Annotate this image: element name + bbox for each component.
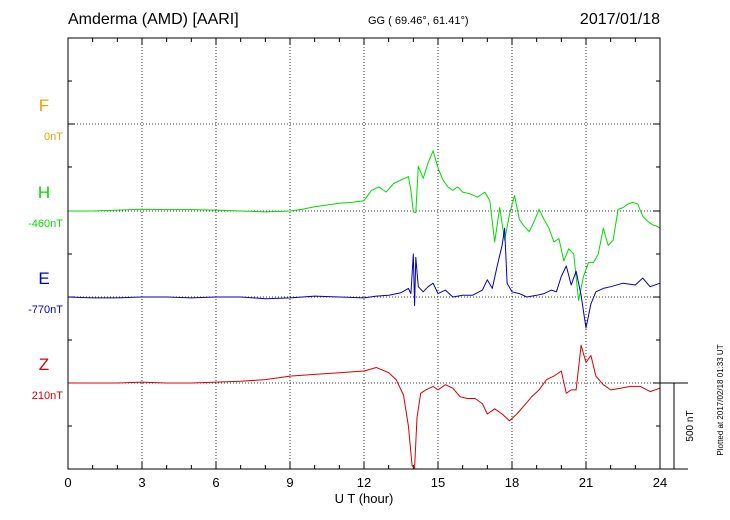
component-labels: F 0nT H -460nT E -770nT Z 210nT — [28, 96, 63, 402]
x-tick-label: 3 — [138, 475, 145, 490]
x-tick-label: 21 — [579, 475, 593, 490]
x-axis-label: U T (hour) — [335, 491, 394, 506]
x-tick-label: 6 — [212, 475, 219, 490]
component-name-h: H — [38, 183, 50, 202]
component-baseline-h: -460nT — [28, 218, 63, 230]
x-tick-label: 15 — [431, 475, 445, 490]
scale-bar: 500 nT — [660, 382, 696, 470]
component-baseline-z: 210nT — [32, 390, 63, 402]
plotted-at-note: Plotted at 2017/02/18 01:33 UT — [716, 344, 725, 455]
series-line-e — [67, 227, 661, 329]
component-name-z: Z — [39, 355, 49, 374]
x-tick-labels: 0 3 6 9 12 15 18 21 24 — [64, 475, 667, 490]
series-line-z — [68, 344, 661, 469]
x-tick-label: 18 — [505, 475, 519, 490]
component-baseline-f: 0nT — [44, 131, 63, 143]
plot-date: 2017/01/18 — [579, 11, 660, 28]
component-baseline-e: -770nT — [28, 304, 63, 316]
x-tick-label: 0 — [64, 475, 71, 490]
x-tick-label: 12 — [357, 475, 371, 490]
station-title: Amderma (AMD) [AARI] — [68, 11, 239, 28]
component-name-e: E — [38, 269, 49, 288]
geographic-coordinates: GG ( 69.46°, 61.41°) — [368, 15, 469, 27]
series-line-h — [68, 150, 661, 301]
scale-bar-label: 500 nT — [685, 410, 696, 441]
x-tick-label: 24 — [653, 475, 667, 490]
x-tick-label: 9 — [286, 475, 293, 490]
series-lines — [67, 150, 661, 469]
grid-lines — [68, 38, 660, 469]
component-name-f: F — [39, 96, 49, 115]
plot-frame — [67, 37, 661, 470]
